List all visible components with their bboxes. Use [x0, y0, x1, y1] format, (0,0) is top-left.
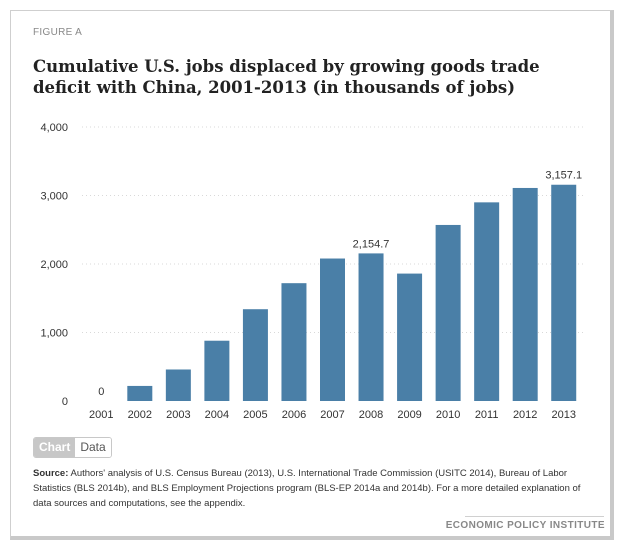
y-tick-label: 4,000 [40, 122, 68, 134]
x-tick-label: 2013 [551, 409, 575, 421]
y-tick-label: 2,000 [40, 259, 68, 271]
bar [358, 253, 384, 401]
bar [242, 309, 268, 401]
x-tick-label: 2003 [166, 409, 190, 421]
bar [320, 258, 345, 401]
chart-data-toggle[interactable]: Chart Data [33, 437, 112, 458]
x-tick-label: 2007 [320, 409, 344, 421]
data-tab[interactable]: Data [75, 438, 111, 457]
bar [281, 283, 307, 401]
x-tick-label: 2010 [436, 409, 460, 421]
bar [512, 187, 538, 401]
x-tick-label: 2006 [282, 409, 306, 421]
y-tick-label: 0 [62, 396, 68, 408]
bar [165, 369, 191, 401]
x-tick-label: 2002 [128, 409, 152, 421]
x-tick-label: 2012 [513, 409, 537, 421]
brand-logo-text: ECONOMIC POLICY INSTITUTE [445, 520, 605, 531]
x-tick-label: 2005 [243, 409, 267, 421]
x-tick-label: 2001 [89, 409, 113, 421]
source-note: Source: Authors' analysis of U.S. Census… [33, 466, 593, 511]
bar [435, 224, 461, 401]
x-tick-label: 2011 [475, 409, 499, 421]
bar [127, 385, 153, 401]
figure-label: FIGURE A [33, 27, 83, 38]
x-tick-label: 2009 [397, 409, 421, 421]
source-text: Authors' analysis of U.S. Census Bureau … [33, 468, 581, 509]
chart-tab[interactable]: Chart [34, 438, 76, 457]
bar [551, 184, 577, 401]
bar [474, 202, 500, 401]
bar [397, 273, 423, 401]
bar [204, 340, 230, 401]
brand-divider [465, 516, 604, 517]
data-label: 2,154.7 [353, 238, 390, 250]
data-label: 0 [98, 386, 104, 398]
x-tick-label: 2008 [359, 409, 383, 421]
y-tick-label: 3,000 [40, 191, 68, 203]
data-label: 3,157.1 [545, 170, 582, 182]
y-tick-label: 1,000 [40, 328, 68, 340]
source-label: Source: [33, 468, 69, 479]
x-tick-label: 2004 [205, 409, 229, 421]
chart-title: Cumulative U.S. jobs displaced by growin… [33, 57, 540, 97]
